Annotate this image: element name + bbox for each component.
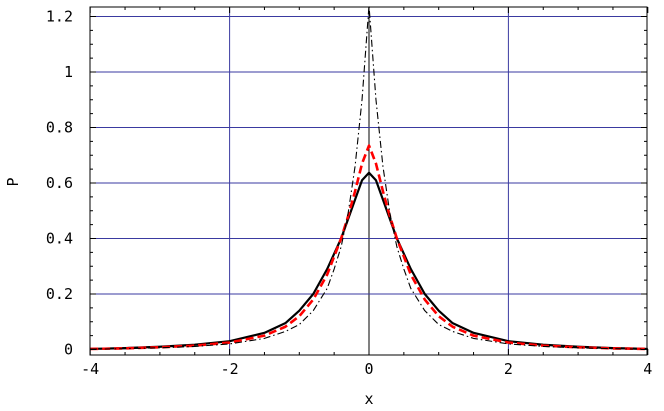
x-axis-label: x xyxy=(364,390,373,408)
x-ticks: -4 -2 0 2 4 xyxy=(81,7,652,378)
x-tick-label: 0 xyxy=(364,360,373,378)
y-tick-label: 1 xyxy=(64,63,73,81)
y-tick-label: 1.2 xyxy=(46,8,73,26)
x-tick-label: -4 xyxy=(81,360,99,378)
y-ticks: 0 0.2 0.4 0.6 0.8 1 1.2 xyxy=(46,8,647,359)
series-group xyxy=(90,4,648,351)
series-line-solid xyxy=(90,171,648,351)
x-tick-label: -2 xyxy=(221,360,239,378)
series-line-dashed xyxy=(90,144,648,351)
series-line-dashdot xyxy=(90,4,648,350)
y-tick-label: 0.4 xyxy=(46,230,73,248)
y-tick-label: 0 xyxy=(64,341,73,359)
y-axis-label: P xyxy=(4,177,22,186)
x-tick-label: 4 xyxy=(643,360,652,378)
x-tick-label: 2 xyxy=(504,360,513,378)
y-tick-label: 0.2 xyxy=(46,285,73,303)
y-tick-label: 0.8 xyxy=(46,119,73,137)
y-tick-label: 0.6 xyxy=(46,174,73,192)
grid xyxy=(90,7,647,355)
